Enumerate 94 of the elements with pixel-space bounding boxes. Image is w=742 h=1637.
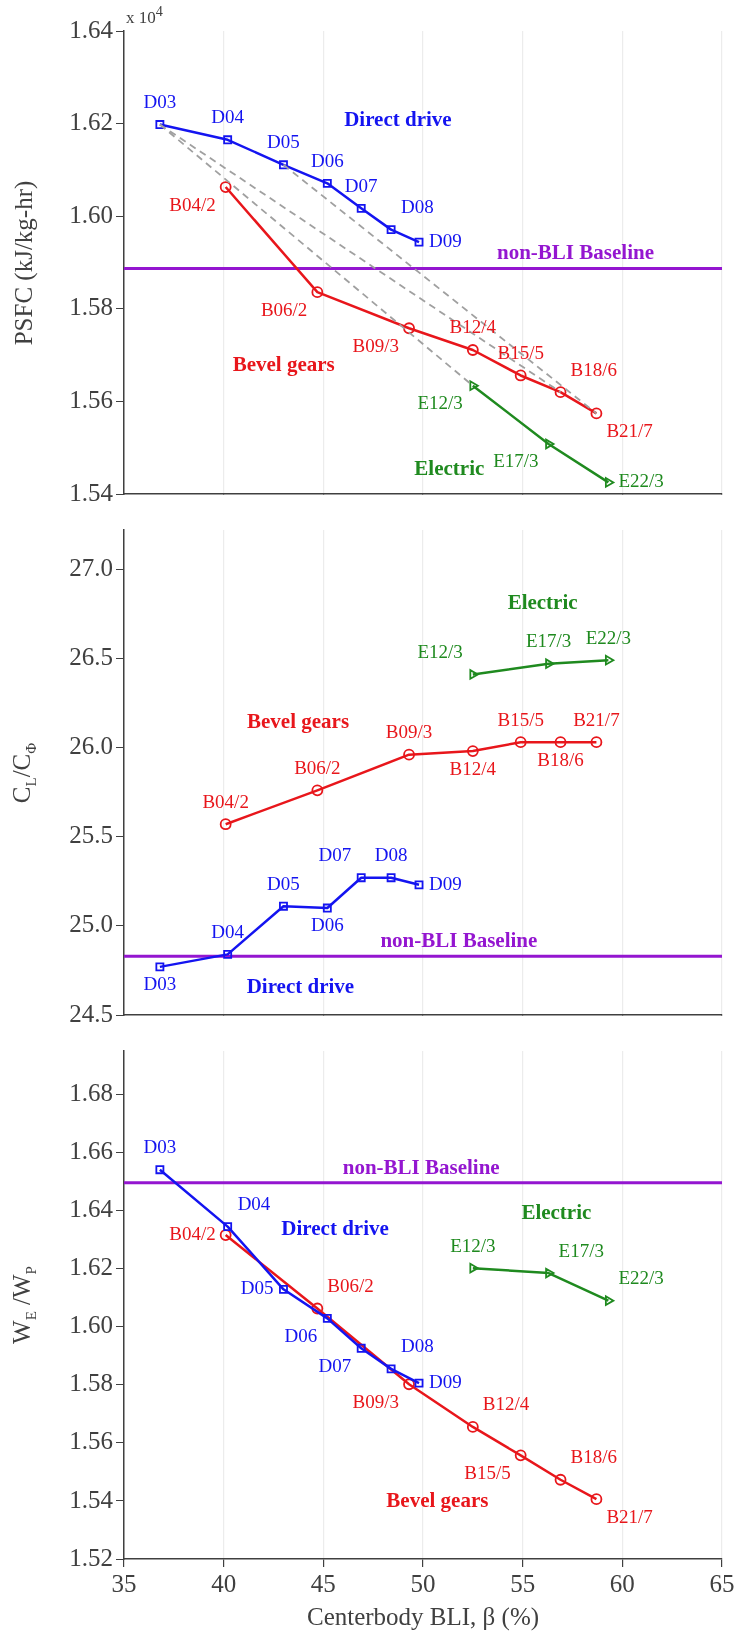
y-tick-label: 27.0 (69, 553, 113, 581)
annotation: E12/3 (417, 640, 463, 662)
annotation: B06/2 (327, 1274, 374, 1296)
y-tick-label: 25.0 (69, 910, 113, 938)
annotation: B21/7 (606, 1505, 653, 1527)
text: Electric (507, 590, 578, 615)
text: Direct drive (344, 107, 452, 132)
annotation: B06/2 (260, 298, 308, 320)
ref-line-label: non-BLI Baseline (380, 928, 538, 953)
annotation: D05 (240, 1277, 274, 1299)
annotation: E12/3 (417, 392, 463, 414)
y-tick-label: 1.54 (69, 1485, 114, 1513)
annotation: B18/6 (570, 358, 617, 380)
annotation: D03 (143, 1136, 177, 1158)
x-tick-label: 55 (510, 1569, 536, 1597)
x-tick-label: 35 (111, 1569, 137, 1597)
y-tick-label: 1.68 (69, 1079, 113, 1107)
annotation: D06 (310, 149, 344, 171)
annotation: D06 (284, 1324, 318, 1346)
annotation: D07 (344, 174, 378, 196)
annotation: E17/3 (558, 1239, 604, 1261)
annotation: B04/2 (169, 1223, 216, 1245)
y-tick-label: 1.60 (69, 1311, 113, 1339)
annotation: B06/2 (294, 756, 341, 778)
annotation: D07 (318, 1354, 352, 1376)
y-tick-label: 1.58 (69, 293, 113, 321)
annotation: D04 (211, 106, 245, 128)
annotation: D05 (267, 872, 300, 894)
x-tick-label: 60 (609, 1569, 635, 1597)
annotation: E17/3 (525, 630, 572, 652)
annotation: E22/3 (585, 626, 632, 648)
annotation: B15/5 (497, 341, 544, 363)
annotation: D09 (429, 872, 462, 894)
ref-line-label: non-BLI Baseline (342, 1154, 500, 1179)
annotation: E12/3 (450, 1234, 496, 1256)
y-tick-label: 1.62 (69, 1253, 113, 1281)
x-tick-label: 50 (410, 1569, 436, 1597)
y-tick-label: 1.64 (69, 1195, 114, 1223)
annotation: D09 (429, 1371, 462, 1393)
annotation: D06 (310, 914, 344, 936)
annotation: D03 (143, 973, 177, 995)
y-tick-label: 1.54 (69, 478, 114, 506)
x-tick-label: 65 (709, 1569, 735, 1597)
annotation: B09/3 (352, 1390, 400, 1412)
annotation: B04/2 (202, 790, 249, 812)
y-tick-label: 1.56 (69, 1427, 113, 1455)
annotation: B04/2 (169, 193, 216, 215)
annotation: D07 (318, 844, 352, 866)
x-axis-title: Centerbody BLI, β (%) (306, 1602, 540, 1631)
y-tick-label: 1.62 (69, 108, 113, 136)
annotation: B21/7 (606, 419, 653, 441)
annotation: D08 (401, 196, 434, 218)
series-label: Direct drive (246, 974, 355, 999)
text: Electric (521, 1200, 592, 1225)
y-tick-label: 1.58 (69, 1369, 113, 1397)
annotation: B18/6 (537, 748, 584, 770)
series-label: Direct drive (281, 1215, 389, 1240)
series-label: Bevel gears (386, 1488, 489, 1513)
y-tick-label: 1.60 (69, 200, 113, 228)
y-tick-label: 24.5 (69, 999, 113, 1027)
annotation: B18/6 (570, 1446, 617, 1468)
ref-line-label: non-BLI Baseline (497, 240, 654, 265)
annotation: D09 (429, 230, 462, 252)
y-tick-label: 1.64 (69, 15, 114, 43)
text: Bevel gears (232, 351, 335, 376)
annotation: B12/4 (449, 316, 497, 338)
annotation: D03 (143, 91, 177, 113)
annotation: B09/3 (352, 334, 400, 356)
annotation: B15/5 (464, 1461, 511, 1483)
y-tick-label: 1.66 (69, 1137, 113, 1165)
text: Electric (414, 456, 485, 481)
y-tick-label: 26.0 (69, 732, 113, 760)
series-label: Bevel gears (246, 708, 350, 733)
annotation: B12/4 (482, 1393, 530, 1415)
annotation: D04 (237, 1193, 271, 1215)
x-tick-label: 45 (310, 1569, 336, 1597)
annotation: E22/3 (618, 1267, 664, 1289)
annotation: E22/3 (618, 470, 664, 492)
text: x 10$^{4}$ (126, 3, 163, 28)
annotation: B12/4 (449, 757, 497, 779)
y-tick-label: 26.5 (69, 642, 113, 670)
y-tick-label: 1.56 (69, 385, 113, 413)
annotation: B09/3 (385, 721, 433, 743)
annotation: B15/5 (497, 708, 544, 730)
y-axis-title: PSFC (kJ/kg-hr) (10, 180, 38, 345)
annotation: D04 (211, 920, 245, 942)
annotation: E17/3 (493, 450, 539, 472)
y-tick-label: 25.5 (69, 821, 113, 849)
annotation: D08 (401, 1335, 434, 1357)
annotation: D05 (267, 131, 300, 153)
annotation: D08 (374, 844, 408, 866)
y-tick-label: 1.52 (69, 1543, 113, 1571)
x-tick-label: 40 (211, 1569, 237, 1597)
annotation: B21/7 (573, 708, 620, 730)
